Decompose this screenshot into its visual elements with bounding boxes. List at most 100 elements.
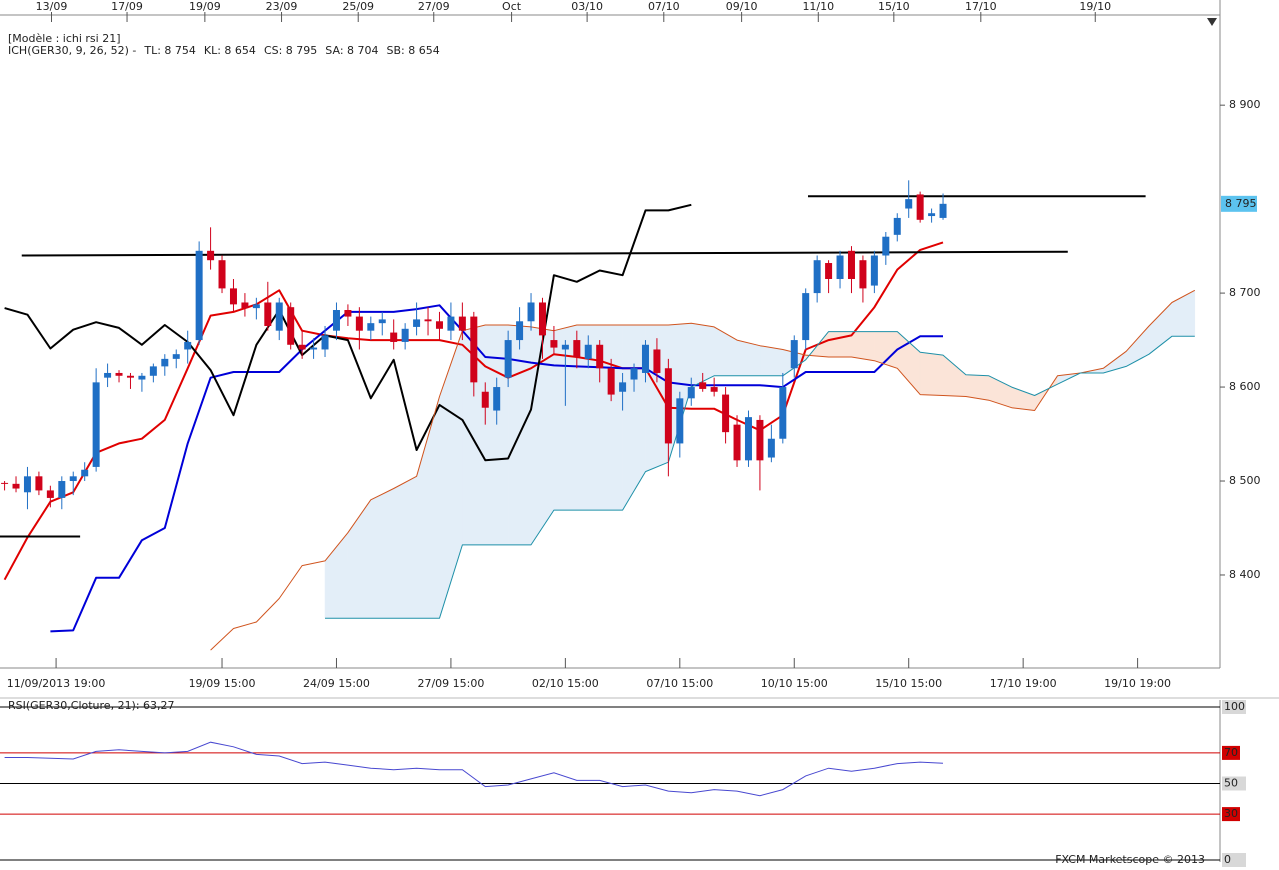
top-tick-label: 11/10 <box>802 0 834 13</box>
chart-title: [Modèle : ichi rsi 21] <box>8 32 121 45</box>
top-tick-label: 17/09 <box>111 0 143 13</box>
candle-body <box>928 213 936 217</box>
last-price-label: 8 795 <box>1225 197 1257 210</box>
cloud-fill <box>393 475 417 619</box>
candle-body <box>126 375 134 378</box>
cloud-fill <box>851 331 875 362</box>
legend-item: TL: 8 754 <box>143 44 196 57</box>
x-tick-label: 19/10 19:00 <box>1104 677 1171 690</box>
rsi-tick-label: 50 <box>1224 777 1238 790</box>
candle-body <box>104 372 112 378</box>
rsi-tick-box <box>1222 853 1246 867</box>
candle-body <box>744 417 752 461</box>
candle-body <box>527 302 535 322</box>
x-tick-label: 15/10 15:00 <box>875 677 942 690</box>
top-tick-label: Oct <box>502 0 522 13</box>
candle-body <box>584 344 592 359</box>
candle-body <box>836 255 844 279</box>
candle-body <box>298 344 306 350</box>
top-tick-label: 07/10 <box>648 0 680 13</box>
price-panel: 11/09/2013 19:00 19/09 15:00 24/09 15:00 27… <box>0 0 1261 690</box>
candle-body <box>802 293 810 341</box>
y-tick-label: 8 500 <box>1229 474 1261 487</box>
top-tick-label: 23/09 <box>266 0 298 13</box>
candle-body <box>321 335 329 350</box>
rsi-tick-label: 100 <box>1224 700 1245 713</box>
x-tick-label: 11/09/2013 19:00 <box>7 677 106 690</box>
candle-body <box>939 203 947 218</box>
cloud-fill <box>965 374 990 401</box>
candle-body <box>138 375 146 380</box>
indicator-line <box>4 203 692 462</box>
footer: FXCM Marketscope © 2013 <box>1055 853 1205 866</box>
candle-body <box>699 382 707 389</box>
top-tick-label: 15/10 <box>878 0 910 13</box>
rsi-panel: 100 70 50 30 0 RSI(GER30,Cloture, 21): 63,27 F… <box>0 699 1246 867</box>
candle-body <box>756 419 764 461</box>
candle-body <box>767 438 775 458</box>
menu-arrow[interactable] <box>1207 18 1217 26</box>
candle-body <box>184 341 192 350</box>
x-tick-label: 17/10 19:00 <box>990 677 1057 690</box>
candle-body <box>58 481 66 498</box>
candle-body <box>241 302 249 309</box>
rsi-line <box>4 741 944 797</box>
candle-body <box>287 307 295 345</box>
cloud-fill <box>736 339 761 377</box>
y-tick-label: 8 700 <box>1229 286 1261 299</box>
candle-body <box>859 260 867 289</box>
candle-body <box>619 382 627 392</box>
candle-body <box>870 255 878 286</box>
candle-body <box>790 340 798 369</box>
candle-body <box>69 476 77 482</box>
candle-body <box>332 310 340 331</box>
indicator-line <box>210 289 1196 651</box>
candle-body <box>344 310 352 317</box>
candle-body <box>195 250 203 341</box>
cloud-fill <box>919 352 944 396</box>
candle-body <box>229 288 237 305</box>
legend-item: KL: 8 654 <box>204 44 256 57</box>
candle-body <box>378 319 386 324</box>
candle-body <box>367 323 375 331</box>
rsi-tick-box <box>1222 807 1240 822</box>
candle-body <box>12 483 20 489</box>
x-tick-label: 10/10 15:00 <box>761 677 828 690</box>
candle-body <box>493 387 501 411</box>
legend-item: SA: 8 704 <box>325 44 378 57</box>
candle-body <box>687 387 695 399</box>
legend-prefix: ICH(GER30, 9, 26, 52) - <box>8 44 136 57</box>
candle-body <box>653 349 661 373</box>
candle-body <box>252 304 260 309</box>
x-tick-label: 02/10 15:00 <box>532 677 599 690</box>
cloud-fill <box>759 345 784 377</box>
x-tick-label: 27/09 15:00 <box>417 677 484 690</box>
y-tick-label: 8 600 <box>1229 380 1261 393</box>
indicator-line <box>50 304 943 633</box>
top-tick-label: 03/10 <box>571 0 603 13</box>
candle-body <box>893 217 901 235</box>
legend-item: CS: 8 795 <box>264 44 317 57</box>
x-tick-label: 24/09 15:00 <box>303 677 370 690</box>
candle-body <box>92 382 100 467</box>
candle-body <box>413 319 421 327</box>
rsi-tick-label: 0 <box>1224 853 1231 866</box>
candle-body <box>46 490 54 498</box>
candle-body <box>916 194 924 220</box>
candle-body <box>161 358 169 367</box>
top-tick-label: 09/10 <box>726 0 758 13</box>
legend-item: SB: 8 654 <box>387 44 440 57</box>
candle-body <box>561 344 569 350</box>
candle-body <box>149 366 157 376</box>
rsi-tick-label: 70 <box>1224 746 1238 759</box>
candle-body <box>23 476 31 493</box>
y-tick-label: 8 900 <box>1229 98 1261 111</box>
cloud-fill <box>530 326 555 546</box>
candle-body <box>470 316 478 383</box>
candle-body <box>310 347 318 350</box>
candle-body <box>607 368 615 395</box>
candle-body <box>847 250 855 279</box>
candle-body <box>504 340 512 378</box>
candle-body <box>779 387 787 439</box>
